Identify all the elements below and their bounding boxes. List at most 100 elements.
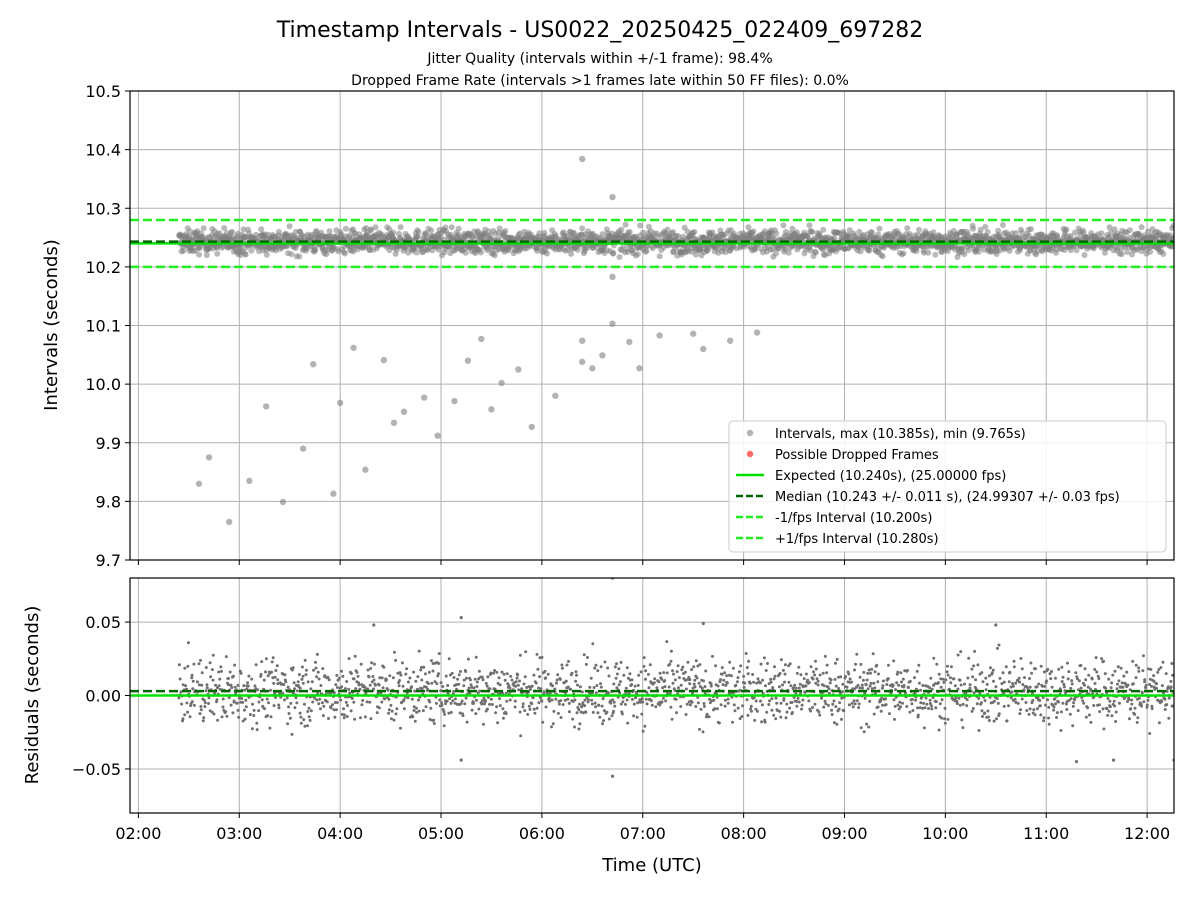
residual-point [596,669,600,673]
residual-point [866,687,870,691]
residual-point [251,702,254,706]
residual-point [317,702,321,706]
residual-point [640,712,644,716]
residual-point [1110,681,1114,685]
residual-point [1093,668,1097,671]
residual-point [398,726,402,730]
residual-point [742,686,746,689]
residual-point [184,684,188,688]
residual-point [1144,683,1148,687]
residual-point [934,706,938,710]
residual-point [474,712,478,716]
residual-point [1028,707,1032,711]
residual-point [571,717,575,721]
residual-point [1134,663,1138,667]
residual-point [624,686,628,690]
residual-point [835,657,839,661]
interval-outlier-19 [478,335,485,343]
residual-point [732,703,736,707]
residual-point [387,711,391,715]
residual-point [736,676,740,680]
residual-point [1122,697,1126,701]
residual-point [218,677,222,681]
residual-point [1117,679,1121,683]
residual-point [366,668,370,672]
residual-point [1062,682,1066,686]
residual-point [463,702,467,706]
residual-point [738,688,742,692]
interval-outlier-4 [262,403,270,410]
residual-point [603,660,607,664]
residual-point [303,724,307,728]
residual-point [632,702,636,706]
residual-point [432,718,436,722]
residual-point [1014,700,1018,704]
interval-point [970,225,977,232]
residual-point [680,668,684,672]
residual-point [906,669,909,672]
residual-point [865,678,869,682]
residual-point [202,716,206,720]
residual-point [225,714,229,718]
residual-point [588,685,592,689]
residual-point [1039,713,1043,717]
residual-point [1040,684,1044,688]
residual-point [1169,685,1173,689]
residual-point [486,675,490,679]
residual-point [340,669,343,673]
residual-point [446,684,450,687]
residual-point [235,701,239,705]
residual-point [367,675,371,679]
residual-point [412,670,416,674]
residual-point [1042,716,1046,720]
residual-point [790,711,794,714]
residual-point [965,698,969,702]
residual-point [894,688,897,692]
residual-point [940,716,944,720]
interval-point [296,253,303,260]
residual-point [619,660,623,664]
top-ytick-label-2: 9.9 [96,434,121,453]
residual-point [558,677,562,681]
residual-point [315,698,319,702]
residual-point [204,689,208,693]
residual-point [977,729,981,732]
residual-point [1025,686,1029,690]
residual-point [778,709,781,713]
residual-point [1134,676,1138,680]
interval-point [288,251,295,258]
residual-point [855,652,859,656]
residual-point [266,714,269,718]
residual-point [745,666,749,669]
residual-point [284,680,288,684]
x-tick-label-7: 09:00 [821,824,867,843]
residual-point [276,682,280,686]
interval-point [1019,229,1026,236]
residual-point [798,682,802,686]
residual-point [229,683,233,687]
residual-point [321,714,325,718]
residual-point [671,669,674,673]
residual-point [322,704,326,708]
residual-point [781,668,785,672]
residual-point [347,687,351,691]
residual-point [591,642,595,646]
interval-point [745,224,752,231]
residual-point [599,665,603,669]
residual-point [1009,696,1013,700]
interval-point [390,229,397,236]
residual-point [210,668,214,672]
residual-point [255,721,259,725]
interval-point [263,251,270,258]
interval-point [1081,252,1088,258]
residual-point [442,724,446,728]
residual-point [862,670,866,674]
residual-point [404,672,408,676]
residual-point [345,680,349,683]
x-axis-label: Time (UTC) [601,855,702,876]
residual-point [192,662,196,666]
residual-point [1131,682,1135,686]
residual-point [412,705,416,709]
residual-point [181,683,185,687]
residual-point [941,677,945,681]
